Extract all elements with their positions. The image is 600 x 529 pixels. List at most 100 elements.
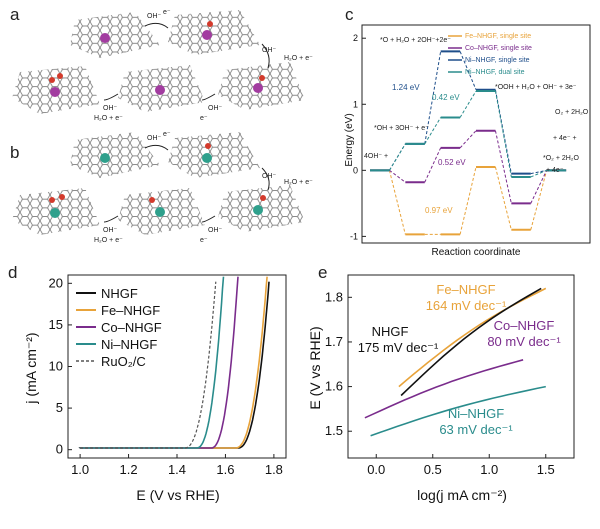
annotation-step5: O₂ + 2H₂O bbox=[555, 109, 589, 116]
chart-c-connector bbox=[459, 166, 477, 235]
graphene-sheet-a4 bbox=[118, 65, 205, 112]
oxygen-b5b bbox=[59, 194, 65, 200]
label-h2o-b-left: H₂O + e⁻ bbox=[94, 237, 123, 244]
label-e-co: Co–NHGF bbox=[494, 318, 555, 333]
chart-e-frame bbox=[347, 274, 575, 459]
chart-e-series bbox=[364, 287, 547, 437]
annotation-ev4: 0.97 eV bbox=[425, 206, 453, 215]
chart-e-ticks: 0.0 0.5 1.0 1.5 1.5 1.6 1.7 1.8 bbox=[325, 289, 555, 477]
chart-c-connector bbox=[424, 51, 442, 144]
chart-e: 0.0 0.5 1.0 1.5 1.5 1.6 1.7 1.8 E (V vs RHE) lo… bbox=[307, 274, 575, 503]
graphene-sheet-a3 bbox=[218, 62, 305, 110]
oxygen-b3 bbox=[260, 195, 266, 201]
label-oh-a-right: OH⁻ bbox=[262, 47, 277, 54]
arrow-b1 bbox=[144, 144, 169, 151]
label-h2o-b-right: H₂O + e⁻ bbox=[284, 179, 313, 186]
chart-c-ytick-label: -1 bbox=[350, 231, 358, 241]
arrow-b4 bbox=[103, 215, 119, 223]
chart-d-ticks: 1.0 1.2 1.4 1.6 1.8 0 5 10 15 20 bbox=[49, 275, 283, 477]
panel-label-d: d bbox=[8, 263, 17, 282]
label-oh-a-mid-right: OH⁻ bbox=[208, 105, 223, 112]
chart-c-connector bbox=[388, 170, 406, 235]
oxygen-b2 bbox=[205, 143, 211, 149]
chart-d: 1.0 1.2 1.4 1.6 1.8 0 5 10 15 20 j (mA cm⁻²) E (V… bbox=[23, 274, 287, 503]
graphene-sheet-b4 bbox=[118, 188, 205, 235]
chart-c-connector bbox=[459, 51, 477, 90]
annotation-step8: + 4e⁻ bbox=[546, 167, 564, 174]
graphene-sheet-b2 bbox=[168, 132, 260, 178]
label-e-b-top: e⁻ bbox=[163, 131, 171, 138]
panel-label-c: c bbox=[345, 5, 354, 24]
graphene-sheet-b3 bbox=[218, 185, 305, 232]
chart-d-series bbox=[78, 276, 270, 449]
graphene-sheet-b1 bbox=[70, 132, 160, 178]
graphene-sheet-a2 bbox=[168, 10, 260, 55]
chart-c-connector bbox=[494, 90, 512, 178]
annotation-ev2: 0.42 eV bbox=[432, 93, 460, 102]
label-e-a-mid-right: e⁻ bbox=[200, 115, 208, 122]
oxygen-a5a bbox=[49, 77, 55, 83]
chart-c-yticks: -1 0 1 2 bbox=[350, 33, 366, 241]
arrow-b2 bbox=[261, 167, 270, 191]
chart-e-ylabel: E (V vs RHE) bbox=[307, 326, 323, 409]
chart-c-ytick-label: 2 bbox=[353, 33, 358, 43]
legend-c-co: Co–NHGF, single site bbox=[465, 45, 532, 52]
chart-d-xtick-label: 1.4 bbox=[168, 462, 186, 477]
metal-atom-b5 bbox=[50, 208, 60, 218]
annotation-step2: *OOH + H₂O + OH⁻ + 3e⁻ bbox=[495, 84, 577, 91]
chart-d-ytick-label: 10 bbox=[49, 359, 63, 374]
annotation-step3: *OH + 3OH⁻ + e⁻ bbox=[374, 125, 429, 132]
annotation-step4: 4OH⁻ + bbox=[364, 153, 388, 160]
chart-e-xtick-label: 1.0 bbox=[480, 462, 498, 477]
chart-d-xtick-label: 1.2 bbox=[120, 462, 138, 477]
metal-atom-b4 bbox=[155, 207, 165, 217]
oxygen-a3 bbox=[259, 75, 265, 81]
label-e-b-mid-right: e⁻ bbox=[200, 237, 208, 244]
chart-d-ytick-label: 20 bbox=[49, 275, 63, 290]
mechanism-a: OH⁻ e⁻ OH⁻ H₂O + e⁻ OH⁻ H₂O + e⁻ OH⁻ e⁻ bbox=[12, 9, 313, 122]
chart-c-ylabel: Energy (eV) bbox=[344, 113, 355, 166]
chart-c-connector bbox=[530, 170, 548, 230]
label-oh-b-right: OH⁻ bbox=[262, 173, 277, 180]
chart-e-ytick-label: 1.5 bbox=[325, 423, 343, 438]
chart-d-xlabel: E (V vs RHE) bbox=[136, 487, 219, 503]
chart-d-curve bbox=[79, 281, 217, 449]
chart-e-curve bbox=[370, 385, 546, 437]
chart-c-connector bbox=[389, 143, 406, 171]
graphene-sheet-b5 bbox=[12, 188, 100, 235]
chart-c-ytick-label: 1 bbox=[353, 99, 358, 109]
metal-atom-a1 bbox=[100, 33, 110, 43]
chart-c-connector bbox=[459, 90, 477, 118]
metal-atom-a4 bbox=[155, 85, 165, 95]
arrow-a1 bbox=[144, 22, 169, 29]
arrow-a2 bbox=[261, 43, 270, 69]
arrow-b3 bbox=[201, 215, 216, 223]
chart-d-ytick-label: 0 bbox=[56, 442, 63, 457]
label-e-nhgf: NHGF bbox=[372, 324, 409, 339]
chart-c-xlabel: Reaction coordinate bbox=[432, 247, 521, 258]
chart-c-connector bbox=[424, 147, 442, 183]
chart-c-frame bbox=[361, 24, 591, 244]
label-e-a-top: e⁻ bbox=[163, 9, 171, 16]
chart-c-connector bbox=[424, 117, 442, 145]
chart-c-connector bbox=[459, 130, 477, 149]
label-oh-b-top: OH⁻ bbox=[147, 135, 162, 142]
chart-d-xtick-label: 1.8 bbox=[265, 462, 283, 477]
metal-atom-b1 bbox=[100, 153, 110, 163]
chart-e-xtick-label: 1.5 bbox=[537, 462, 555, 477]
panel-label-e: e bbox=[318, 263, 327, 282]
chart-c-connector bbox=[494, 130, 512, 204]
chart-e-xtick-label: 0.5 bbox=[424, 462, 442, 477]
legend-d-co: Co–NHGF bbox=[101, 320, 162, 335]
metal-atom-b2 bbox=[202, 153, 212, 163]
label-e-nhgf-slope: 175 mV dec⁻¹ bbox=[358, 340, 439, 355]
chart-e-ytick-label: 1.8 bbox=[325, 289, 343, 304]
chart-e-curve bbox=[400, 287, 542, 397]
chart-d-ytick-label: 5 bbox=[56, 400, 63, 415]
chart-c-series bbox=[370, 50, 567, 236]
chart-c-connector bbox=[530, 170, 548, 204]
graphene-sheet-a1 bbox=[70, 12, 160, 58]
chart-c: -1 0 1 2 Energy (eV) Reaction coordinate Fe… bbox=[344, 24, 591, 258]
chart-e-xlabel: log(j mA cm⁻²) bbox=[417, 487, 507, 503]
